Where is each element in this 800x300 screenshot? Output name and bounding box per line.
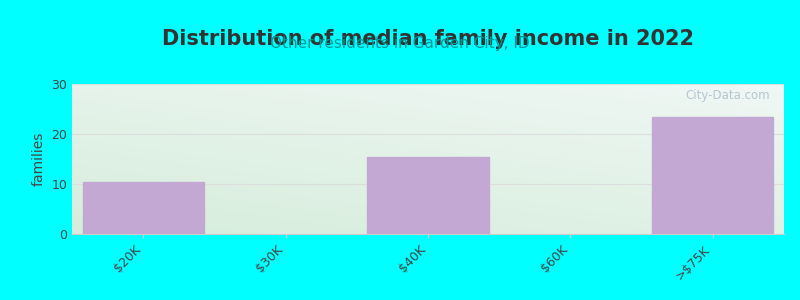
Text: City-Data.com: City-Data.com	[685, 88, 770, 101]
Bar	[367, 157, 489, 234]
Title: Distribution of median family income in 2022: Distribution of median family income in …	[162, 29, 694, 49]
Text: Other residents in Garden City, ID: Other residents in Garden City, ID	[270, 36, 530, 51]
Bar	[82, 182, 204, 234]
Y-axis label: families: families	[32, 132, 46, 186]
Bar	[652, 116, 774, 234]
